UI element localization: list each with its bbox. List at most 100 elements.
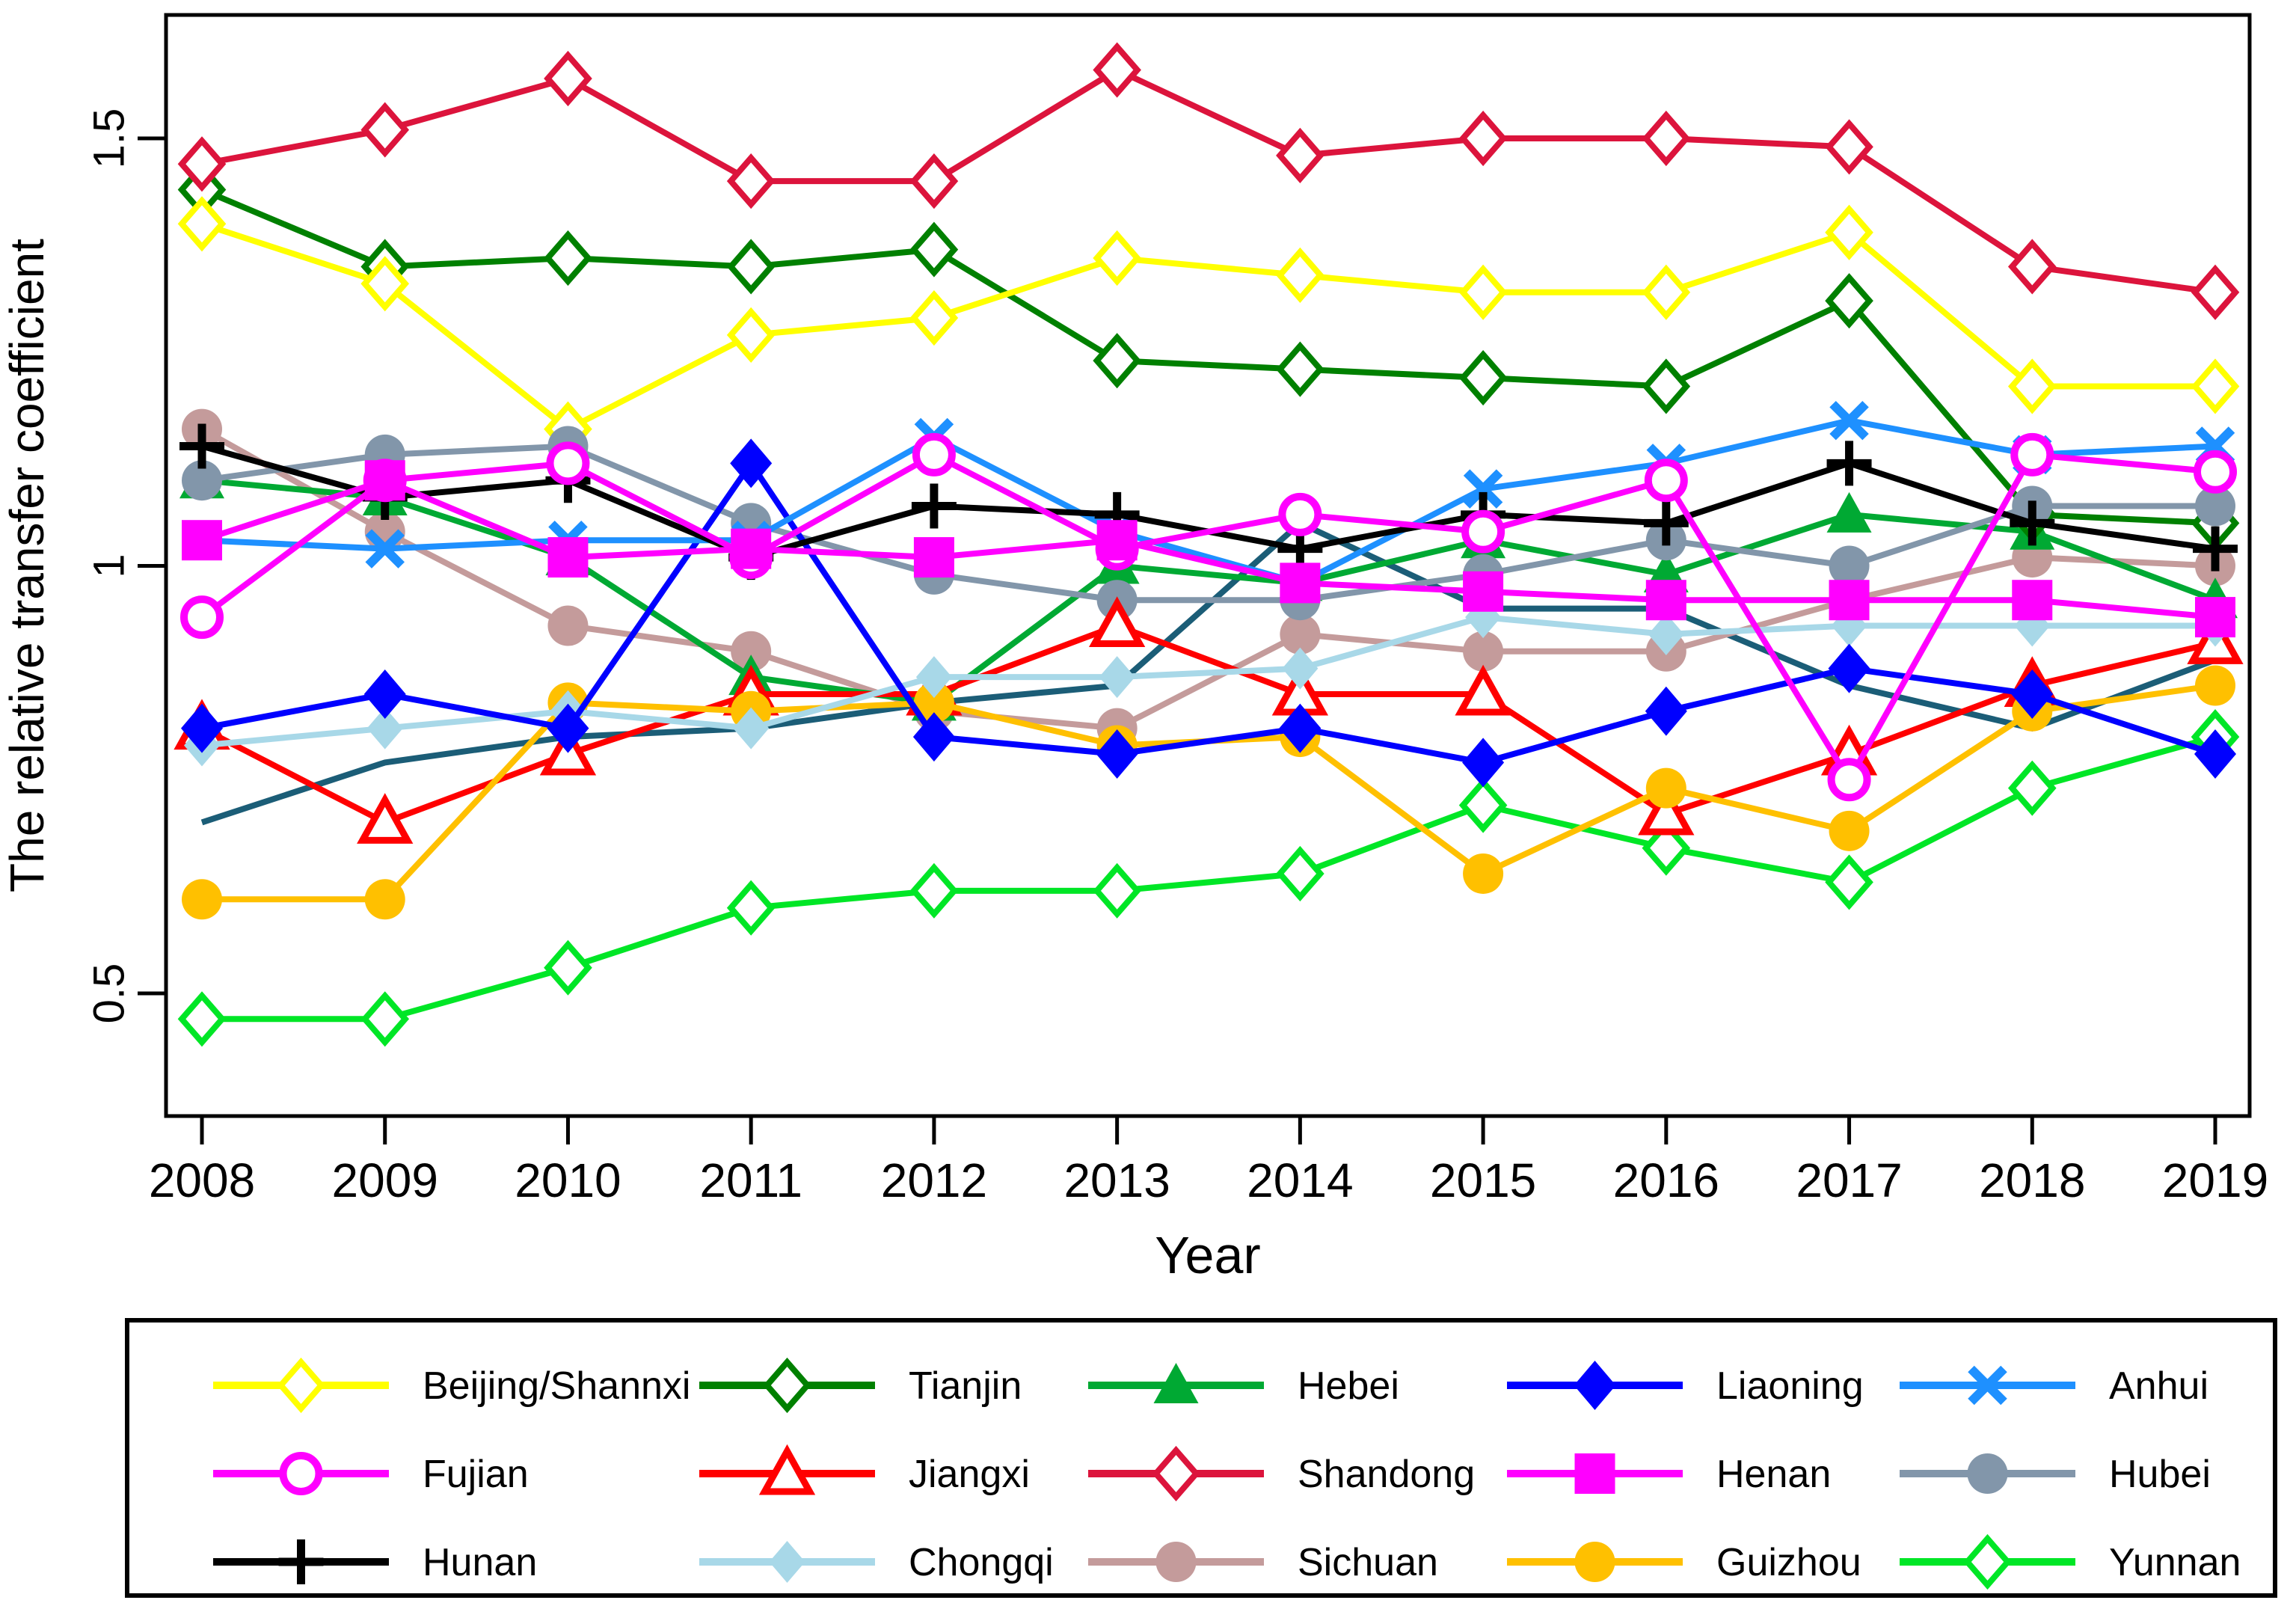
x-marker bbox=[1829, 400, 1869, 441]
triangle-hollow-marker bbox=[1638, 784, 1695, 836]
diamond-marker bbox=[1096, 729, 1138, 779]
legend-label-hebei: Hebei bbox=[1298, 1364, 1399, 1408]
circle-hollow-marker bbox=[1461, 509, 1505, 554]
diamond-hollow-marker bbox=[1093, 333, 1141, 389]
circle-hollow-marker bbox=[2193, 450, 2237, 494]
series-line-henan bbox=[200, 476, 2216, 621]
y-axis-title: The relative transfer coefficient bbox=[0, 239, 54, 892]
diamond-marker bbox=[1574, 1361, 1616, 1410]
legend-label-beijing: Beijing/Shannxi bbox=[423, 1364, 690, 1408]
circle-marker bbox=[547, 605, 589, 646]
diamond-hollow-marker bbox=[1642, 820, 1691, 876]
legend-label-liaoning: Liaoning bbox=[1716, 1364, 1864, 1408]
circle-marker bbox=[1463, 631, 1504, 672]
legend-label-fujian: Fujian bbox=[423, 1453, 529, 1496]
diamond-hollow-marker bbox=[1093, 862, 1141, 919]
diamond-hollow-marker bbox=[2007, 760, 2057, 816]
diamond-hollow-marker bbox=[177, 136, 227, 192]
series-line-hubei bbox=[201, 443, 2215, 604]
circle-marker bbox=[182, 879, 222, 920]
legend-item-guizhou: Guizhou bbox=[1507, 1541, 1861, 1584]
circle-hollow-marker bbox=[2010, 432, 2054, 476]
diamond-marker bbox=[2011, 669, 2054, 719]
plot-area bbox=[164, 13, 2252, 1118]
legend-item-hebei: Hebei bbox=[1088, 1363, 1399, 1408]
series-henan bbox=[182, 460, 2235, 638]
series-yunnan bbox=[177, 709, 2240, 1047]
square-marker bbox=[1096, 520, 1138, 561]
diamond-small-marker bbox=[733, 707, 770, 750]
diamond-hollow-marker bbox=[726, 153, 776, 209]
diamond-hollow-marker bbox=[1276, 127, 1325, 183]
diamond-hollow-marker bbox=[2007, 239, 2057, 295]
circle-marker bbox=[182, 460, 222, 501]
legend-item-shandong: Shandong bbox=[1088, 1445, 1475, 1502]
diamond-hollow-marker bbox=[2191, 264, 2240, 320]
square-marker bbox=[547, 537, 589, 578]
series-line-tianjin bbox=[200, 186, 2216, 527]
diamond-marker bbox=[363, 669, 406, 719]
series-line-shandong bbox=[201, 67, 2216, 295]
diamond-hollow-marker bbox=[360, 102, 410, 158]
x-tick-label: 2011 bbox=[699, 1153, 802, 1207]
x-tick-label: 2009 bbox=[332, 1153, 438, 1207]
diamond-hollow-marker bbox=[1825, 119, 1873, 175]
diamond-hollow-marker bbox=[177, 991, 227, 1047]
diamond-hollow-marker bbox=[1642, 358, 1691, 414]
x-tick-label: 2015 bbox=[1430, 1153, 1536, 1207]
series-line-dark bbox=[200, 519, 2217, 826]
circle-marker bbox=[1280, 613, 1321, 655]
diamond-hollow-marker bbox=[909, 289, 959, 346]
series-dark bbox=[200, 519, 2217, 826]
legend-item-sichuan: Sichuan bbox=[1088, 1541, 1438, 1584]
triangle-hollow-marker bbox=[357, 793, 414, 844]
diamond-hollow-marker bbox=[726, 239, 776, 295]
diamond-marker bbox=[1279, 703, 1322, 753]
square-marker bbox=[1829, 580, 1870, 621]
legend-item-anhui: Anhui bbox=[1900, 1364, 2208, 1408]
diamond-hollow-marker bbox=[1642, 110, 1691, 167]
square-marker bbox=[1280, 563, 1321, 604]
diamond-hollow-marker bbox=[544, 50, 592, 107]
diamond-hollow-marker bbox=[544, 230, 592, 286]
diamond-hollow-marker bbox=[1458, 110, 1508, 167]
circle-hollow-marker bbox=[546, 441, 590, 485]
diamond-marker bbox=[1828, 643, 1870, 693]
series-hunan bbox=[179, 423, 2238, 580]
legend-label-guizhou: Guizhou bbox=[1716, 1541, 1861, 1584]
circle-marker bbox=[1967, 1453, 2008, 1494]
legend-label-jiangxi: Jiangxi bbox=[909, 1453, 1030, 1496]
diamond-hollow-marker bbox=[277, 1357, 325, 1414]
y-tick-label: 1 bbox=[85, 554, 133, 577]
diamond-hollow-marker bbox=[1276, 845, 1325, 902]
y-tick-label: 0.5 bbox=[85, 963, 133, 1024]
circle-hollow-marker bbox=[279, 1452, 323, 1495]
x-marker bbox=[1463, 469, 1503, 509]
legend-item-yunnan: Yunnan bbox=[1900, 1533, 2241, 1590]
diamond-hollow-marker bbox=[1093, 230, 1141, 286]
x-tick-label: 2018 bbox=[1979, 1153, 2085, 1207]
x-tick-label: 2012 bbox=[881, 1153, 987, 1207]
diamond-hollow-marker bbox=[2191, 358, 2240, 414]
legend-label-tianjin: Tianjin bbox=[909, 1364, 1022, 1408]
x-marker bbox=[365, 529, 405, 568]
diamond-marker bbox=[1645, 686, 1687, 736]
y-tick-label: 1.5 bbox=[85, 108, 133, 169]
circle-hollow-marker bbox=[180, 595, 224, 640]
circle-marker bbox=[1155, 1542, 1197, 1582]
series-line-yunnan bbox=[202, 734, 2217, 1023]
diamond-marker bbox=[547, 703, 589, 753]
series-line-sichuan bbox=[200, 426, 2216, 732]
x-marker bbox=[1968, 1365, 2007, 1406]
diamond-marker bbox=[1462, 738, 1505, 788]
diamond-small-marker bbox=[915, 656, 952, 699]
legend-box bbox=[125, 1318, 2277, 1598]
diamond-small-marker bbox=[1648, 613, 1684, 655]
circle-hollow-marker bbox=[1644, 459, 1688, 503]
diamond-hollow-marker bbox=[1152, 1445, 1200, 1502]
square-marker bbox=[913, 537, 954, 578]
legend-item-henan: Henan bbox=[1507, 1453, 1831, 1496]
circle-marker bbox=[1574, 1542, 1615, 1582]
diamond-hollow-marker bbox=[1825, 273, 1873, 329]
